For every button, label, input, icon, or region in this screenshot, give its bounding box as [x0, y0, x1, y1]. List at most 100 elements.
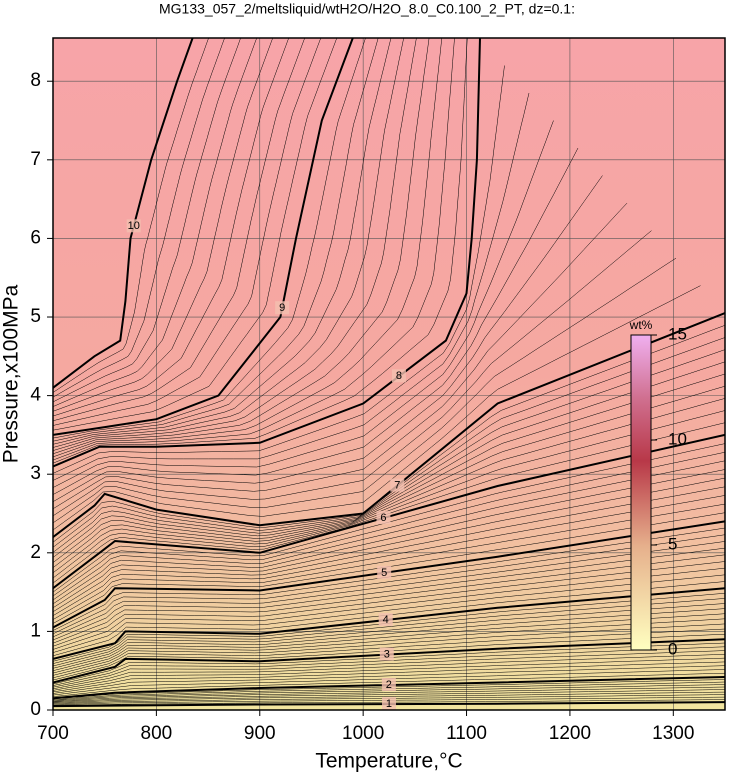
minor-contour — [53, 38, 455, 461]
x-tick-label: 1000 — [342, 723, 384, 744]
contour-label-bg — [391, 369, 406, 383]
contour-label-bg — [381, 697, 396, 710]
minor-contour — [53, 230, 652, 517]
x-tick-label: 800 — [141, 723, 173, 744]
minor-contour — [53, 398, 725, 573]
minor-contour — [53, 534, 725, 635]
x-tick-label: 900 — [244, 723, 276, 744]
minor-contour — [53, 38, 225, 398]
minor-contour — [53, 603, 725, 667]
contour-label: 7 — [394, 479, 400, 491]
minor-contour — [53, 661, 725, 693]
minor-contour — [53, 689, 725, 703]
minor-contour — [53, 257, 677, 524]
minor-contour — [53, 38, 241, 403]
contour-label-bg — [377, 565, 392, 579]
x-tick-label: 1300 — [652, 723, 694, 744]
x-tick-label: 700 — [37, 723, 69, 744]
minor-contour — [53, 337, 725, 548]
minor-contour — [53, 495, 725, 616]
minor-contour — [53, 175, 603, 502]
plot-frame — [52, 37, 726, 711]
contour-line — [53, 638, 725, 684]
y-tick-label: 1 — [30, 620, 41, 641]
colorbar: wt% 0 5 10 15 — [629, 318, 687, 658]
minor-contour — [53, 547, 725, 641]
minor-contour — [53, 38, 338, 431]
contour-label-bg — [275, 301, 290, 315]
minor-contour — [53, 38, 289, 417]
minor-contour — [53, 623, 725, 676]
minor-contour — [53, 554, 725, 644]
minor-contour — [53, 120, 554, 488]
colorbar-scale — [630, 334, 652, 651]
y-tick-label: 3 — [30, 463, 41, 484]
y-tick-label: 6 — [30, 227, 41, 248]
chart-title: MG133_057_2/meltsliquid/wtH2O/H2O_8.0_C0… — [159, 1, 575, 17]
minor-contour — [53, 361, 725, 558]
contour-line — [53, 433, 725, 589]
y-axis-label: Pressure,x100MPa — [0, 284, 23, 463]
y-tick-label: 8 — [30, 70, 41, 91]
minor-contour — [53, 147, 579, 495]
contour-line — [53, 38, 354, 436]
minor-contour — [53, 665, 725, 694]
contour-label-bg — [381, 678, 396, 692]
contour-label-bg — [378, 613, 393, 627]
minor-contour — [53, 38, 392, 445]
minor-contour — [53, 38, 430, 455]
minor-contour — [53, 385, 725, 568]
x-axis-label: Temperature,°C — [315, 750, 462, 773]
minor-contour — [53, 38, 404, 448]
contour-label-bg — [390, 478, 405, 492]
colorbar-tick-label: 0 — [668, 639, 677, 658]
contour-line — [53, 38, 194, 389]
minor-contour — [53, 613, 725, 671]
colorbar-tick-label: 15 — [668, 324, 687, 343]
contour-label: 4 — [383, 614, 389, 626]
minor-contour — [53, 574, 725, 653]
minor-contour — [53, 608, 725, 669]
minor-contour — [53, 38, 379, 442]
minor-contour — [53, 38, 366, 439]
minor-contour — [53, 646, 725, 686]
minor-contour — [53, 541, 725, 638]
contour-label-bg — [376, 511, 391, 525]
contour-line — [53, 312, 725, 538]
minor-contour — [53, 202, 628, 510]
minor-contour — [53, 38, 305, 422]
y-tick-label: 4 — [30, 385, 41, 406]
colorbar-label: wt% — [629, 318, 653, 332]
minor-contour — [53, 567, 725, 650]
minor-contour — [53, 598, 725, 664]
contour-label: 10 — [128, 220, 140, 232]
contour-line — [53, 676, 725, 700]
minor-contour — [53, 486, 725, 613]
axes: 700 800 900 1000 1100 1200 1300 0 1 2 3 4 5 6 7 8 — [30, 70, 694, 744]
minor-contour — [53, 373, 725, 563]
minor-contour — [53, 469, 725, 605]
minor-contour — [53, 691, 725, 704]
x-tick-label: 1200 — [549, 723, 591, 744]
contour-label: 3 — [384, 648, 390, 660]
minor-contour — [53, 285, 701, 531]
minor-contour — [53, 561, 725, 647]
minor-contour — [53, 686, 725, 702]
contour-label: 9 — [279, 302, 285, 314]
contour-line — [53, 587, 725, 660]
minor-contour — [53, 503, 725, 620]
minor-contour — [53, 654, 725, 690]
minor-contour — [53, 460, 725, 601]
colorbar-tick-label: 10 — [668, 429, 687, 448]
contour-label-bg — [379, 647, 394, 661]
minor-contour — [53, 38, 273, 412]
contour-label: 2 — [386, 679, 392, 691]
y-tick-label: 5 — [30, 306, 41, 327]
y-tick-label: 2 — [30, 542, 41, 563]
minor-contour — [53, 38, 257, 407]
minor-contour — [53, 92, 530, 481]
minor-contour — [53, 349, 725, 553]
x-tick-label: 1100 — [446, 723, 487, 744]
y-tick-label: 0 — [30, 699, 41, 720]
